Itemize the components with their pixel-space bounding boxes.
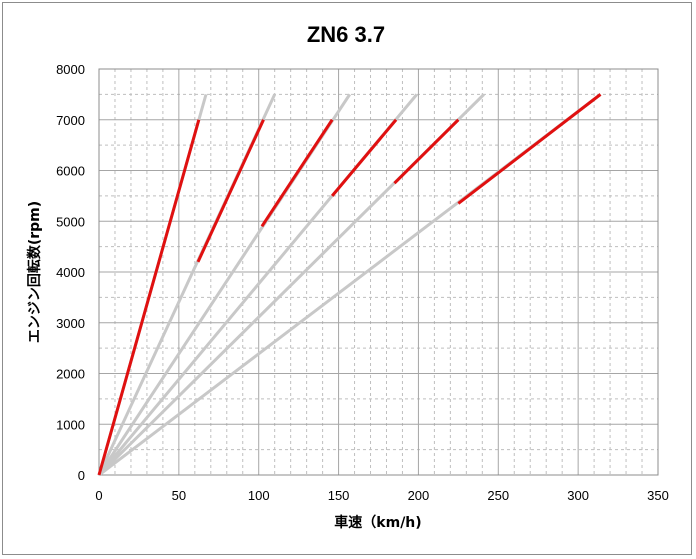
y-tick-label: 6000 — [56, 164, 85, 179]
x-tick-label: 350 — [647, 488, 669, 503]
x-tick-label: 200 — [408, 488, 430, 503]
gear-4-used-line — [331, 118, 398, 197]
gear-2-used-line — [196, 119, 265, 263]
y-tick-label: 1000 — [56, 417, 85, 432]
y-tick-label: 7000 — [56, 113, 85, 128]
y-tick-label: 2000 — [56, 367, 85, 382]
gear-6-used-line — [457, 93, 602, 205]
x-tick-label: 100 — [248, 488, 270, 503]
x-tick-label: 300 — [567, 488, 589, 503]
x-tick-label: 250 — [487, 488, 509, 503]
x-tick-label: 0 — [95, 488, 102, 503]
series-lines — [97, 93, 602, 477]
plot-area-border — [98, 68, 659, 476]
y-tick-label: 4000 — [56, 265, 85, 280]
gear-5-used-line — [393, 118, 460, 185]
grid — [98, 68, 659, 476]
chart-title: ZN6 3.7 — [307, 22, 385, 47]
gear-1-used-line — [97, 119, 201, 476]
x-tick-label: 150 — [328, 488, 350, 503]
x-tick-label: 50 — [172, 488, 186, 503]
y-axis-label: エンジン回転数(rpm) — [26, 201, 43, 343]
y-tick-label: 3000 — [56, 316, 85, 331]
y-tick-label: 5000 — [56, 214, 85, 229]
x-axis-label: 車速（km/h) — [334, 514, 421, 531]
y-tick-label: 8000 — [56, 62, 85, 77]
tick-labels: 0 50 100 150 200 250 300 350 0 1000 2000 3000 4000 50… — [56, 62, 669, 503]
gear-3-used-line — [260, 118, 334, 228]
y-tick-label: 0 — [78, 468, 85, 483]
